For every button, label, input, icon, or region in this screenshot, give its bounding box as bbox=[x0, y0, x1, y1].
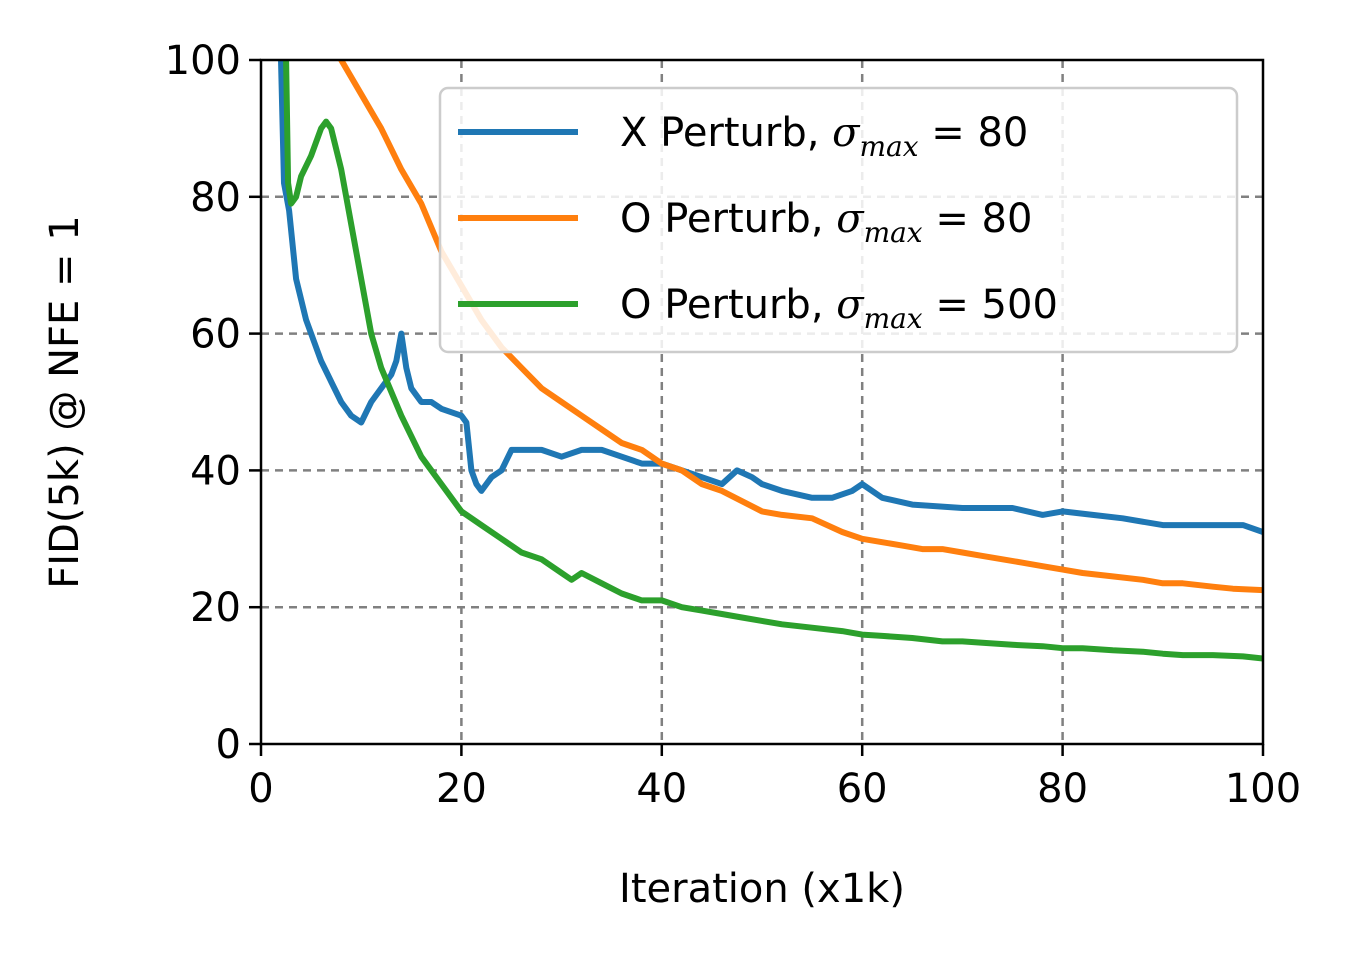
x-tick-label: 40 bbox=[636, 766, 687, 812]
plot-frame bbox=[259, 58, 1265, 746]
legend: X Perturb, σmax = 80O Perturb, σmax = 80… bbox=[438, 86, 1239, 354]
legend-subscript: max bbox=[864, 302, 923, 335]
legend-box bbox=[438, 86, 1239, 354]
x-tick-label: 80 bbox=[1037, 766, 1088, 812]
legend-subscript: max bbox=[859, 130, 918, 163]
series-line-1 bbox=[278, 60, 1263, 535]
y-tick-label: 100 bbox=[165, 38, 241, 84]
legend-label-1: X Perturb, σmax = 80 bbox=[620, 110, 1028, 163]
legend-subscript: max bbox=[864, 216, 923, 249]
legend-value: = 80 bbox=[923, 196, 1033, 242]
legend-value: = 80 bbox=[919, 110, 1029, 156]
legend-sigma-symbol: σ bbox=[836, 196, 865, 242]
legend-label-text: X Perturb, bbox=[620, 110, 832, 156]
legend-sigma-symbol: σ bbox=[836, 282, 865, 328]
legend-label-3: O Perturb, σmax = 500 bbox=[620, 282, 1058, 335]
legend-label-2: O Perturb, σmax = 80 bbox=[620, 196, 1032, 249]
x-tick-label: 0 bbox=[248, 766, 273, 812]
legend-sigma-symbol: σ bbox=[832, 110, 861, 156]
x-axis-title: Iteration (x1k) bbox=[619, 866, 905, 912]
series-line-3 bbox=[283, 60, 1263, 662]
x-tick-label: 60 bbox=[837, 766, 888, 812]
axis-ticks: 0 20 40 60 80 100 0 20 40 60 80 100 bbox=[165, 38, 1302, 812]
legend-label-text: O Perturb, bbox=[620, 196, 836, 242]
legend-value: = 500 bbox=[923, 282, 1058, 328]
x-tick-label: 20 bbox=[436, 766, 487, 812]
legend-label-text: O Perturb, bbox=[620, 282, 836, 328]
y-tick-label: 0 bbox=[216, 722, 241, 768]
x-tick-label: 100 bbox=[1225, 766, 1301, 812]
y-axis-title: FID(5k) @ NFE = 1 bbox=[42, 215, 88, 588]
y-tick-label: 20 bbox=[190, 585, 241, 631]
y-tick-label: 60 bbox=[190, 312, 241, 358]
y-tick-label: 40 bbox=[190, 448, 241, 494]
y-tick-label: 80 bbox=[190, 175, 241, 221]
